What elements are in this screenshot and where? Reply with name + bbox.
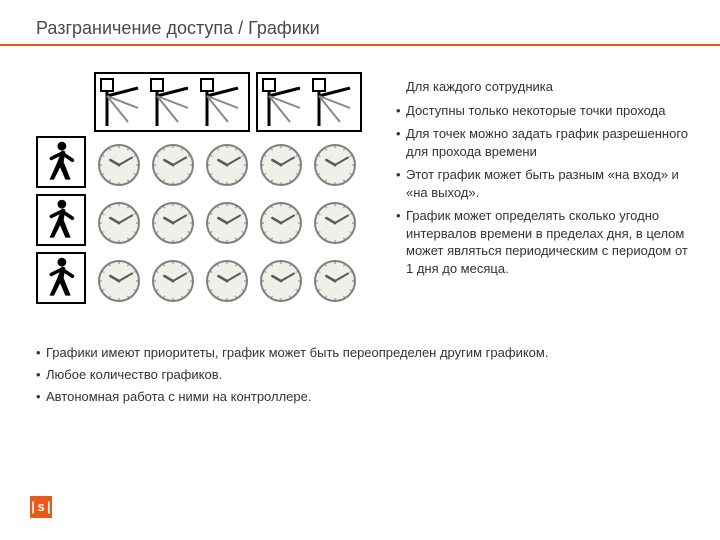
clock-icon bbox=[258, 142, 304, 188]
turnstile-icon bbox=[98, 76, 146, 128]
clock-icon bbox=[258, 200, 304, 246]
pedestrian-icon bbox=[36, 252, 86, 304]
title-rule bbox=[0, 44, 720, 46]
turnstile-row bbox=[94, 72, 376, 132]
brand-logo: |s| bbox=[30, 496, 52, 518]
clock-icon bbox=[204, 142, 250, 188]
right-lead: Для каждого сотрудника bbox=[396, 78, 692, 96]
right-bullet: Доступны только некоторые точки прохода bbox=[396, 102, 692, 120]
turnstile-icon bbox=[310, 76, 358, 128]
clock-grid bbox=[94, 138, 376, 308]
pedestrian-icon bbox=[36, 136, 86, 188]
clock-icon bbox=[150, 258, 196, 304]
bottom-bullet: Любое количество графиков. bbox=[36, 366, 676, 384]
page-title: Разграничение доступа / Графики bbox=[36, 18, 320, 39]
clock-icon bbox=[312, 258, 358, 304]
right-bullet-list: Доступны только некоторые точки прохода Д… bbox=[396, 102, 692, 278]
pedestrian-icon bbox=[36, 194, 86, 246]
clock-icon bbox=[204, 258, 250, 304]
right-bullet: График может определять сколько угодно и… bbox=[396, 207, 692, 277]
bottom-text-block: Графики имеют приоритеты, график может б… bbox=[36, 344, 676, 411]
bottom-bullet-list: Графики имеют приоритеты, график может б… bbox=[36, 344, 676, 407]
turnstile-icon bbox=[148, 76, 196, 128]
clock-icon bbox=[312, 142, 358, 188]
pedestrian-column bbox=[36, 136, 86, 304]
clock-icon bbox=[96, 200, 142, 246]
clock-icon bbox=[258, 258, 304, 304]
turnstile-icon bbox=[260, 76, 308, 128]
clock-icon bbox=[312, 200, 358, 246]
clock-icon bbox=[150, 142, 196, 188]
bottom-bullet: Автономная работа с ними на контроллере. bbox=[36, 388, 676, 406]
turnstile-icon bbox=[198, 76, 246, 128]
right-text-block: Для каждого сотрудника Доступны только н… bbox=[396, 78, 692, 283]
bottom-bullet: Графики имеют приоритеты, график может б… bbox=[36, 344, 676, 362]
clock-icon bbox=[150, 200, 196, 246]
access-diagram bbox=[36, 72, 376, 308]
right-bullet: Этот график может быть разным «на вход» … bbox=[396, 166, 692, 201]
clock-icon bbox=[96, 142, 142, 188]
turnstile-group bbox=[256, 72, 362, 132]
right-bullet: Для точек можно задать график разрешенно… bbox=[396, 125, 692, 160]
turnstile-group bbox=[94, 72, 250, 132]
clock-icon bbox=[204, 200, 250, 246]
clock-icon bbox=[96, 258, 142, 304]
